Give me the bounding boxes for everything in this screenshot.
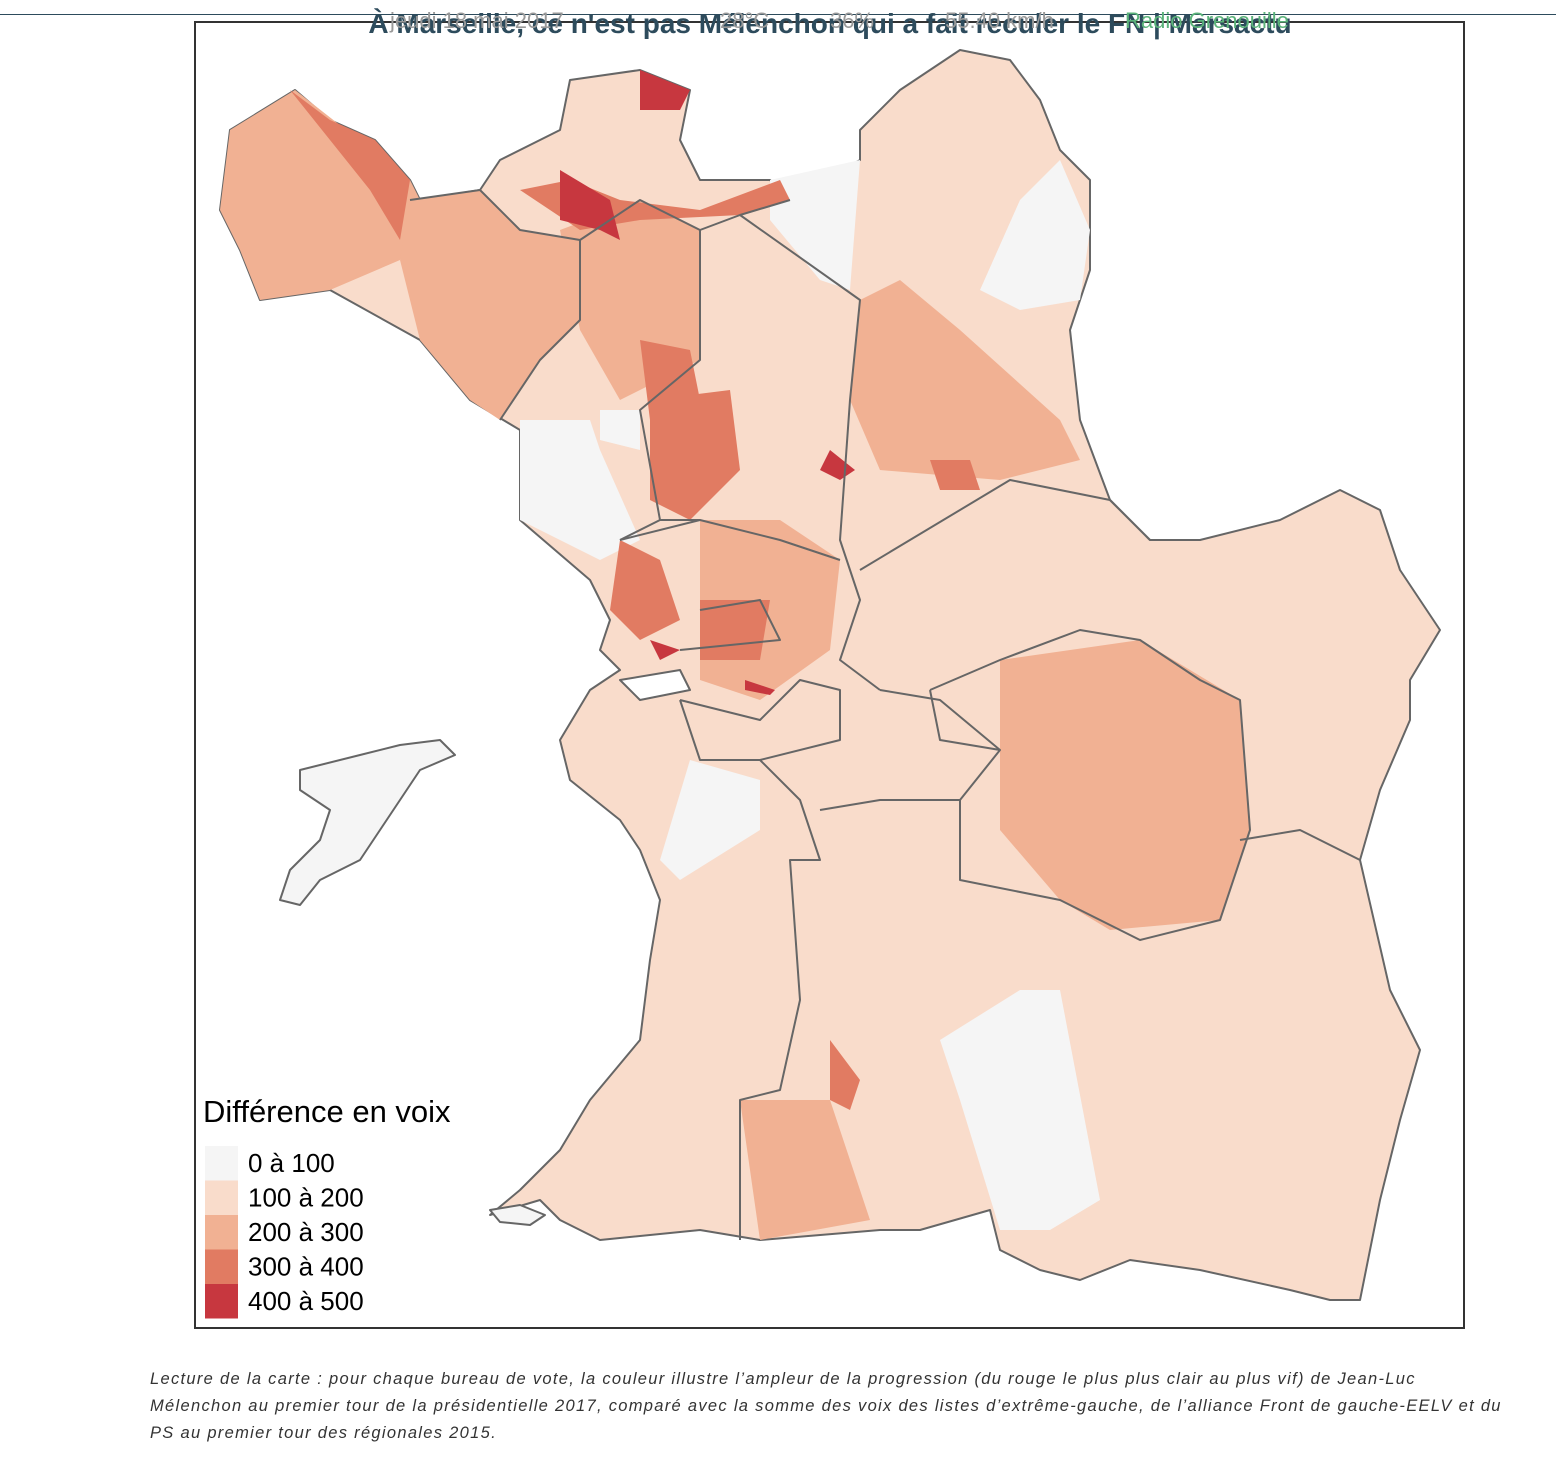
region — [980, 160, 1090, 310]
region — [290, 90, 410, 240]
temperature: 28°C — [720, 8, 770, 33]
island — [489, 1204, 546, 1226]
region — [700, 600, 770, 660]
legend-swatch — [205, 1249, 238, 1284]
wind: 55.40 km/h — [945, 8, 1054, 33]
region — [610, 540, 680, 640]
region — [220, 90, 420, 300]
humidity: 36% — [830, 8, 875, 33]
region — [650, 640, 680, 660]
region — [850, 280, 1080, 480]
regions — [219, 49, 1441, 1301]
legend-swatch — [205, 1284, 238, 1319]
port — [619, 669, 691, 701]
legend-label: 200 à 300 — [248, 1217, 364, 1247]
region — [930, 460, 980, 490]
legend-label: 300 à 400 — [248, 1252, 364, 1282]
radio-link[interactable]: Radio Grenouille — [1125, 8, 1289, 33]
caption: Lecture de la carte : pour chaque bureau… — [150, 1370, 1502, 1442]
legend-swatch — [205, 1146, 238, 1181]
island — [279, 739, 456, 906]
region — [820, 450, 855, 480]
region — [650, 390, 740, 520]
legend-title: Différence en voix — [203, 1094, 451, 1129]
legend-label: 400 à 500 — [248, 1286, 364, 1316]
region — [830, 1040, 860, 1110]
region — [940, 990, 1100, 1230]
legend-swatch — [205, 1180, 238, 1215]
region — [520, 420, 640, 560]
top-rule — [0, 14, 1556, 15]
region — [770, 160, 860, 290]
page-title: À Marseille, ce n'est pas Mélenchon qui … — [368, 8, 1292, 39]
region — [745, 680, 775, 695]
region — [1000, 640, 1250, 930]
legend: 0 à 100 100 à 200 200 à 300 300 à 400 400 à … — [205, 1146, 364, 1319]
legend-swatch — [205, 1215, 238, 1250]
region — [600, 410, 640, 450]
region — [740, 1100, 870, 1240]
legend-label: 0 à 100 — [248, 1148, 335, 1178]
region — [640, 70, 690, 110]
region — [400, 190, 580, 420]
date: jeudi 18 mai 2017 — [390, 8, 564, 33]
district-borders — [409, 189, 1361, 1240]
region — [660, 760, 760, 880]
legend-label: 100 à 200 — [248, 1183, 364, 1213]
